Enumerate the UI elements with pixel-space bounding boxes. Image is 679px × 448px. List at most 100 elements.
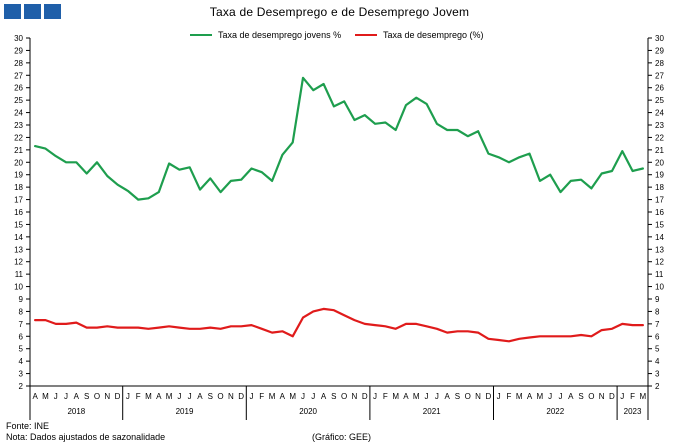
y-tick-label-right: 24 bbox=[655, 109, 664, 118]
y-tick-label-right: 15 bbox=[655, 220, 664, 229]
y-tick-label-left: 16 bbox=[14, 208, 23, 217]
y-tick-label-right: 9 bbox=[655, 295, 660, 304]
x-tick-label: J bbox=[435, 392, 439, 401]
y-tick-label-left: 28 bbox=[14, 59, 23, 68]
year-label: 2023 bbox=[624, 407, 642, 416]
y-tick-label-right: 4 bbox=[655, 357, 660, 366]
x-tick-label: F bbox=[383, 392, 388, 401]
footer-note: Nota: Dados ajustados de sazonalidade bbox=[6, 432, 166, 442]
year-label: 2021 bbox=[423, 407, 441, 416]
x-tick-label: J bbox=[64, 392, 68, 401]
x-tick-label: S bbox=[578, 392, 583, 401]
x-tick-label: J bbox=[188, 392, 192, 401]
legend-youth: Taxa de desemprego jovens % bbox=[190, 30, 341, 40]
y-tick-label-left: 25 bbox=[14, 96, 23, 105]
y-tick-label-right: 18 bbox=[655, 183, 664, 192]
year-label: 2020 bbox=[299, 407, 317, 416]
y-tick-label-left: 6 bbox=[19, 332, 24, 341]
footer-credit: (Gráfico: GEE) bbox=[312, 432, 372, 442]
x-tick-label: J bbox=[620, 392, 624, 401]
x-tick-label: F bbox=[630, 392, 635, 401]
x-tick-label: D bbox=[115, 392, 121, 401]
y-tick-label-left: 14 bbox=[14, 233, 23, 242]
legend-youth-swatch bbox=[190, 34, 212, 36]
year-label: 2019 bbox=[176, 407, 194, 416]
logo-block-1 bbox=[4, 4, 21, 19]
y-tick-label-right: 5 bbox=[655, 345, 660, 354]
x-tick-label: A bbox=[403, 392, 409, 401]
y-tick-label-right: 7 bbox=[655, 320, 660, 329]
x-tick-label: O bbox=[217, 392, 223, 401]
y-tick-label-left: 15 bbox=[14, 220, 23, 229]
y-tick-label-right: 17 bbox=[655, 196, 664, 205]
x-tick-label: M bbox=[145, 392, 152, 401]
legend-total-label: Taxa de desemprego (%) bbox=[383, 30, 484, 40]
y-tick-label-right: 6 bbox=[655, 332, 660, 341]
x-tick-label: M bbox=[640, 392, 647, 401]
x-tick-label: J bbox=[177, 392, 181, 401]
logo-block-2 bbox=[24, 4, 41, 19]
y-tick-label-right: 27 bbox=[655, 71, 664, 80]
y-tick-label-left: 12 bbox=[14, 258, 23, 267]
x-tick-label: D bbox=[485, 392, 491, 401]
x-tick-label: M bbox=[289, 392, 296, 401]
x-tick-label: N bbox=[352, 392, 358, 401]
legend-youth-label: Taxa de desemprego jovens % bbox=[218, 30, 342, 40]
x-tick-label: J bbox=[425, 392, 429, 401]
y-tick-label-right: 3 bbox=[655, 370, 660, 379]
x-tick-label: N bbox=[228, 392, 234, 401]
y-tick-label-right: 21 bbox=[655, 146, 664, 155]
legend-total: Taxa de desemprego (%) bbox=[355, 30, 484, 40]
y-tick-label-right: 13 bbox=[655, 245, 664, 254]
x-tick-label: M bbox=[166, 392, 173, 401]
x-tick-label: J bbox=[497, 392, 501, 401]
y-tick-label-left: 11 bbox=[15, 270, 24, 279]
x-tick-label: N bbox=[475, 392, 481, 401]
y-tick-label-right: 29 bbox=[655, 46, 664, 55]
x-tick-label: O bbox=[465, 392, 471, 401]
x-tick-label: N bbox=[599, 392, 605, 401]
x-tick-label: S bbox=[331, 392, 336, 401]
y-tick-label-right: 26 bbox=[655, 84, 664, 93]
y-tick-label-left: 30 bbox=[14, 34, 23, 43]
x-tick-label: A bbox=[527, 392, 533, 401]
x-tick-label: S bbox=[84, 392, 89, 401]
y-tick-label-left: 7 bbox=[19, 320, 24, 329]
x-tick-label: J bbox=[558, 392, 562, 401]
x-tick-label: M bbox=[516, 392, 523, 401]
chart-title: Taxa de Desemprego e de Desemprego Jovem bbox=[209, 5, 470, 19]
y-tick-label-left: 17 bbox=[14, 196, 23, 205]
y-tick-label-left: 20 bbox=[14, 158, 23, 167]
x-tick-label: A bbox=[197, 392, 203, 401]
y-tick-label-left: 3 bbox=[19, 370, 24, 379]
x-tick-label: M bbox=[392, 392, 399, 401]
series-line-youth-unemployment bbox=[33, 76, 645, 201]
x-tick-label: F bbox=[136, 392, 141, 401]
x-tick-label: A bbox=[568, 392, 574, 401]
x-tick-label: J bbox=[249, 392, 253, 401]
y-tick-label-left: 29 bbox=[14, 46, 23, 55]
y-tick-label-right: 19 bbox=[655, 171, 664, 180]
x-tick-label: J bbox=[54, 392, 58, 401]
x-tick-label: M bbox=[413, 392, 420, 401]
x-tick-label: D bbox=[362, 392, 368, 401]
y-tick-label-left: 13 bbox=[14, 245, 23, 254]
y-tick-label-left: 24 bbox=[14, 109, 23, 118]
footer-source: Fonte: INE bbox=[6, 421, 50, 431]
x-tick-label: A bbox=[156, 392, 162, 401]
x-tick-label: A bbox=[444, 392, 450, 401]
x-tick-label: A bbox=[280, 392, 286, 401]
x-tick-label: S bbox=[208, 392, 213, 401]
x-tick-label: A bbox=[321, 392, 327, 401]
x-tick-label: O bbox=[588, 392, 594, 401]
y-tick-label-right: 14 bbox=[655, 233, 664, 242]
x-tick-label: D bbox=[609, 392, 615, 401]
y-tick-label-right: 20 bbox=[655, 158, 664, 167]
y-tick-label-left: 23 bbox=[14, 121, 23, 130]
legend-total-swatch bbox=[355, 34, 377, 36]
y-tick-label-right: 8 bbox=[655, 307, 660, 316]
y-tick-label-left: 5 bbox=[19, 345, 24, 354]
y-tick-label-right: 16 bbox=[655, 208, 664, 217]
x-tick-label: J bbox=[373, 392, 377, 401]
